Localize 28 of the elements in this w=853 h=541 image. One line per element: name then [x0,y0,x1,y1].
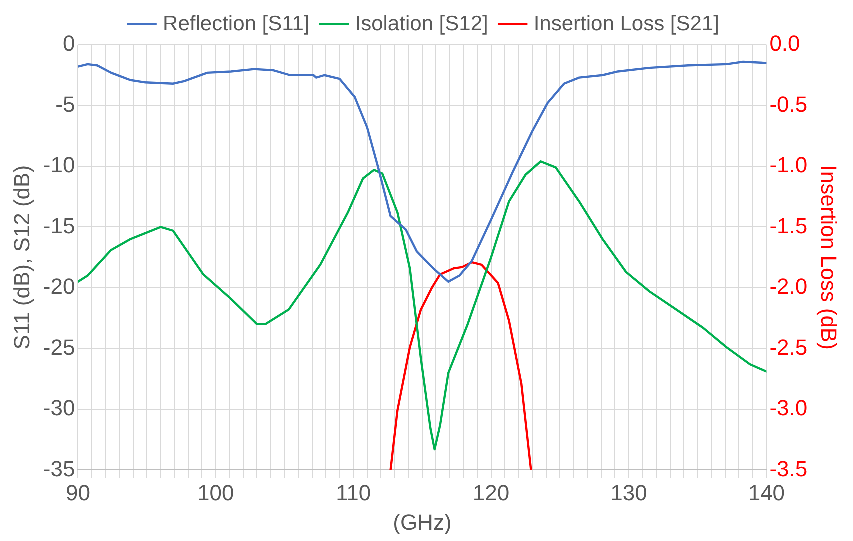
y2-tick-label: -1.0 [770,152,808,178]
legend-label: Insertion Loss [S21] [534,12,720,36]
y2-tick-label: -2.5 [770,334,808,360]
y-tick-label: 0 [62,31,76,56]
y-tick-label: -25 [43,334,76,360]
y2-tick-label: -0.5 [770,92,808,117]
legend-label: Isolation [S12] [355,12,488,36]
y2-tick-label: -3.5 [770,456,808,482]
x-tick-label: 120 [472,480,510,506]
x-tick-label: 130 [610,480,648,506]
x-tick-label: 100 [198,480,234,506]
y-tick-label: -35 [43,456,76,482]
y2-tick-label: -2.0 [770,274,808,300]
x-tick-label: 110 [336,480,372,506]
y-tick-label: -30 [43,396,76,421]
legend-label: Reflection [S11] [163,12,310,36]
y-tick-label: -5 [56,92,76,117]
y2-tick-label: 0.0 [770,31,800,56]
y2-tick-label: -3.0 [770,396,808,421]
y-tick-label: -15 [43,213,76,238]
y2-axis-title: Insertion Loss (dB) [816,165,842,350]
y-tick-label: -10 [43,152,76,178]
x-tick-label: 140 [748,480,786,506]
y-tick-label: -20 [43,274,76,300]
y-axis-title: S11 (dB), S12 (dB) [9,165,34,350]
x-tick-label: 90 [66,480,90,506]
y2-tick-label: -1.5 [770,213,808,238]
x-axis-title: (GHz) [393,510,452,535]
